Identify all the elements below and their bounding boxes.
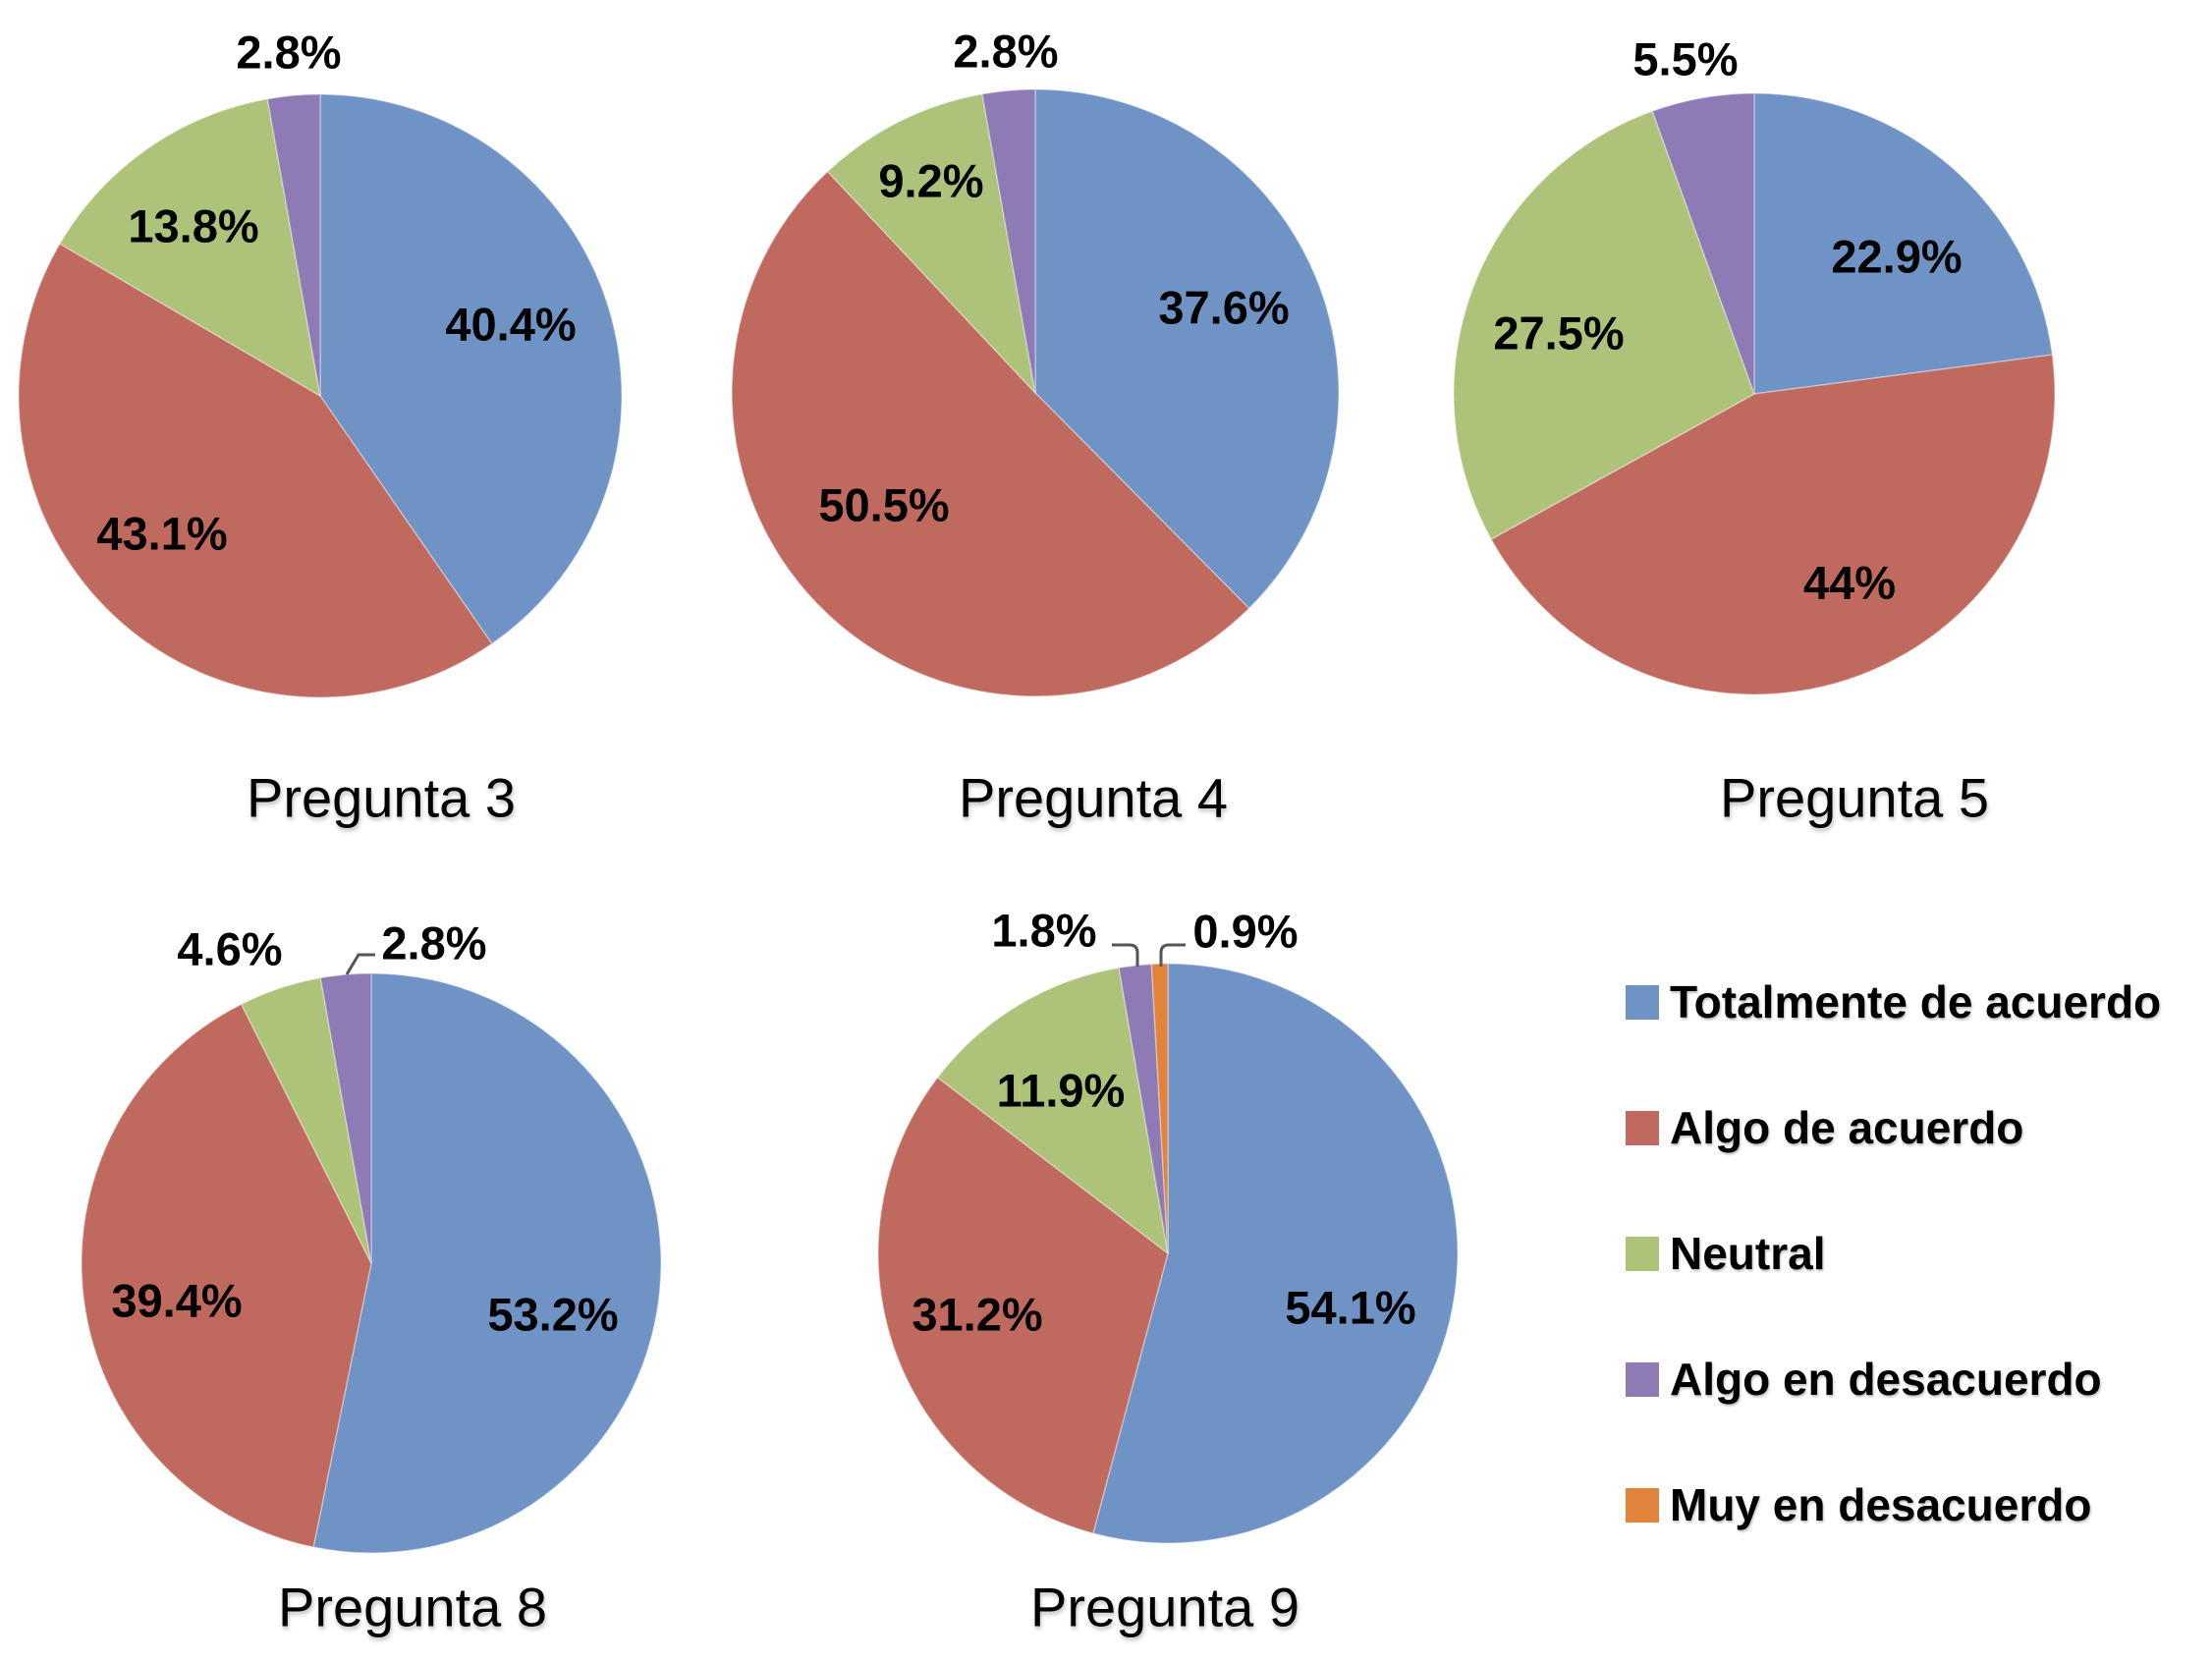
- legend-swatch-algo-de-acuerdo: [1626, 1110, 1659, 1145]
- data-label-algo-de-acuerdo: 39.4%: [111, 1275, 242, 1327]
- pie-slice-algo-de-acuerdo: [877, 1076, 1169, 1534]
- pie-slice-algo-en-desacuerdo: [1118, 963, 1169, 1254]
- leader-line-algo-en-desacuerdo: [1112, 943, 1139, 967]
- pie-title: Pregunta 9: [1030, 1577, 1300, 1638]
- data-label-algo-de-acuerdo: 50.5%: [818, 479, 949, 531]
- pie-slice-totalmente-de-acuerdo: [1753, 92, 2054, 395]
- legend-swatch-totalmente-de-acuerdo: [1626, 984, 1659, 1020]
- leader-line-muy-en-desacuerdo: [1159, 943, 1186, 967]
- data-label-neutral: 13.8%: [128, 200, 258, 252]
- data-label-algo-en-desacuerdo: 2.8%: [236, 27, 341, 79]
- pie-slice-neutral: [240, 976, 372, 1264]
- data-label-muy-en-desacuerdo: 0.9%: [1192, 906, 1298, 958]
- data-label-algo-en-desacuerdo: 2.8%: [953, 26, 1058, 78]
- pie-slice-totalmente-de-acuerdo: [312, 972, 662, 1554]
- pie-slice-neutral: [826, 92, 1037, 396]
- legend-label-totalmente-de-acuerdo: Totalmente de acuerdo: [1670, 976, 2162, 1027]
- data-label-totalmente-de-acuerdo: 40.4%: [445, 299, 576, 351]
- pie-slice-totalmente-de-acuerdo: [319, 93, 623, 645]
- data-label-algo-de-acuerdo: 31.2%: [912, 1289, 1042, 1341]
- data-label-algo-de-acuerdo: 43.1%: [96, 508, 227, 560]
- pie-title: Pregunta 5: [1720, 767, 1989, 829]
- legend-item-algo-en-desacuerdo: Algo en desacuerdo: [1626, 1354, 2102, 1405]
- pie-chart-pregunta-9: 54.1% 31.2% 11.9% 1.8% 0.9% Pregunta 9: [877, 905, 1459, 1638]
- data-label-totalmente-de-acuerdo: 37.6%: [1158, 282, 1289, 334]
- pie-chart-pregunta-8: 53.2% 39.4% 4.6% 2.8% Pregunta 8: [81, 917, 662, 1638]
- legend-item-muy-en-desacuerdo: Muy en desacuerdo: [1626, 1479, 2092, 1530]
- data-label-totalmente-de-acuerdo: 22.9%: [1831, 231, 1962, 283]
- legend-label-algo-en-desacuerdo: Algo en desacuerdo: [1670, 1354, 2102, 1405]
- pie-title: Pregunta 4: [959, 767, 1228, 829]
- legend-label-muy-en-desacuerdo: Muy en desacuerdo: [1670, 1479, 2092, 1530]
- data-label-totalmente-de-acuerdo: 54.1%: [1285, 1282, 1415, 1334]
- pie-slice-algo-de-acuerdo: [1490, 354, 2056, 695]
- pie-slice-algo-de-acuerdo: [731, 170, 1250, 697]
- legend-item-neutral: Neutral: [1626, 1228, 1826, 1279]
- pie-slice-algo-de-acuerdo: [18, 243, 493, 698]
- pie-slice-totalmente-de-acuerdo: [1034, 88, 1340, 610]
- data-label-algo-en-desacuerdo: 2.8%: [381, 917, 486, 970]
- pie-slice-algo-de-acuerdo: [81, 1003, 372, 1548]
- leader-line-algo-en-desacuerdo: [345, 953, 375, 975]
- pie-slice-neutral: [1453, 110, 1755, 540]
- pie-chart-pregunta-4: 37.6% 50.5% 9.2% 2.8% Pregunta 4: [731, 26, 1340, 829]
- pie-chart-pregunta-5: 22.9% 44% 27.5% 5.5% Pregunta 5: [1453, 33, 2056, 829]
- pie-slice-totalmente-de-acuerdo: [1091, 963, 1459, 1544]
- pie-slice-algo-en-desacuerdo: [319, 972, 372, 1264]
- data-label-neutral: 11.9%: [997, 1065, 1126, 1117]
- legend-swatch-algo-en-desacuerdo: [1626, 1361, 1659, 1397]
- pie-slice-algo-en-desacuerdo: [981, 88, 1036, 394]
- legend-item-totalmente-de-acuerdo: Totalmente de acuerdo: [1626, 976, 2162, 1027]
- legend-label-neutral: Neutral: [1670, 1228, 1826, 1279]
- legend-swatch-neutral: [1626, 1236, 1659, 1271]
- pies-group: 40.4% 43.1% 13.8% 2.8% Pregunta 3 37.6% 50.5% 9…: [18, 26, 2056, 1638]
- pie-slice-neutral: [58, 97, 322, 398]
- pie-title: Pregunta 8: [278, 1577, 547, 1638]
- pie-slice-algo-en-desacuerdo: [1651, 92, 1755, 395]
- data-label-algo-de-acuerdo: 44%: [1803, 557, 1896, 609]
- data-label-algo-en-desacuerdo: 5.5%: [1632, 33, 1738, 85]
- legend-item-algo-de-acuerdo: Algo de acuerdo: [1626, 1102, 2024, 1153]
- legend-label-algo-de-acuerdo: Algo de acuerdo: [1670, 1102, 2024, 1153]
- pie-slice-algo-en-desacuerdo: [266, 93, 321, 397]
- legend-swatch-muy-en-desacuerdo: [1626, 1487, 1659, 1523]
- data-label-totalmente-de-acuerdo: 53.2%: [487, 1289, 618, 1341]
- data-label-neutral: 27.5%: [1493, 307, 1624, 360]
- pie-title: Pregunta 3: [247, 767, 516, 829]
- data-label-neutral: 4.6%: [177, 923, 282, 975]
- pie-chart-pregunta-3: 40.4% 43.1% 13.8% 2.8% Pregunta 3: [18, 27, 623, 829]
- data-label-neutral: 9.2%: [878, 155, 983, 207]
- pie-slice-neutral: [936, 967, 1170, 1255]
- data-label-algo-en-desacuerdo: 1.8%: [991, 905, 1096, 957]
